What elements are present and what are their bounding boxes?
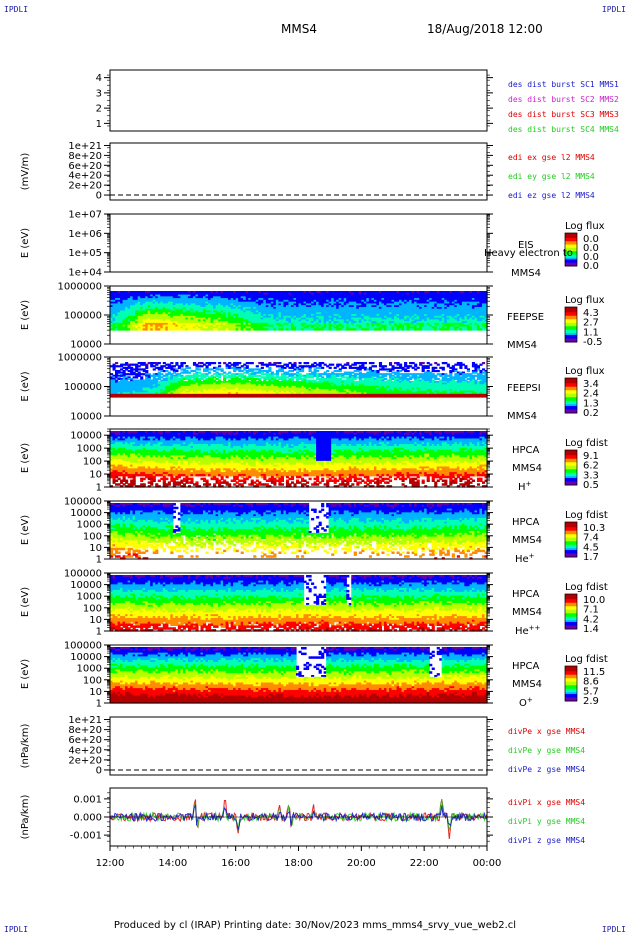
y-tick-label: 1e+06 — [68, 229, 102, 240]
y-tick-label: 1e+21 — [68, 141, 102, 152]
spectrogram-cell — [218, 362, 221, 364]
y-axis-label: E (eV) — [20, 300, 31, 330]
legend-entry: des dist burst SC3 MMS3 — [508, 110, 619, 119]
overlay-label: Heavy electron to — [484, 248, 573, 259]
spectrogram-cell — [213, 362, 216, 364]
y-tick-label: 2e+20 — [68, 181, 102, 192]
spectrogram-cell — [299, 362, 302, 364]
spectrogram-cell — [251, 362, 254, 364]
spacecraft-label: MMS4 — [511, 268, 541, 279]
y-axis-label: E (eV) — [20, 228, 31, 258]
legend-entry: des dist burst SC2 MMS2 — [508, 95, 619, 104]
legend-entry: des dist burst SC1 MMS1 — [508, 80, 619, 89]
panel-frame — [110, 143, 487, 200]
panel-frame — [110, 214, 487, 272]
y-tick-label: 1e+07 — [68, 210, 102, 221]
legend-entry: edi ez gse l2 MMS4 — [508, 191, 595, 200]
y-tick-label: 1e+05 — [68, 248, 102, 259]
y-tick-label: 0 — [96, 191, 102, 202]
y-tick-label: 1e+04 — [68, 268, 102, 279]
spectrogram-cell — [198, 368, 201, 370]
y-tick-label: 2 — [96, 104, 102, 115]
panel-burst: 1 2 3 4 des dist burst SC1 MMS1 des dist burs… — [96, 70, 619, 134]
y-axis-label: (mV/m) — [20, 153, 31, 191]
spectrogram-cell — [175, 370, 178, 372]
spectrogram-cell — [170, 362, 173, 364]
spectrogram-cell — [183, 362, 186, 364]
y-tick-label: 6e+20 — [68, 161, 102, 172]
spectrogram-cell — [158, 362, 161, 364]
colorbar-tick-label: -0.5 — [583, 337, 603, 348]
spacecraft-label: MMS4 — [507, 340, 537, 351]
y-tick-label: 8e+20 — [68, 151, 102, 162]
y-tick-label: 1 — [96, 119, 102, 130]
legend-entry: des dist burst SC4 MMS4 — [508, 125, 619, 134]
panel-frame — [110, 70, 487, 131]
spectrogram-cell — [256, 365, 259, 367]
spectrogram-cell — [301, 370, 304, 372]
instrument-label: FEEPSE — [507, 312, 544, 323]
colorbar-title: Log flux — [565, 221, 605, 232]
colorbar-tick-label: 0.0 — [583, 261, 599, 272]
colorbar-title: Log flux — [565, 295, 605, 306]
y-tick-label: 4 — [96, 73, 102, 84]
legend-entry: edi ey gse l2 MMS4 — [508, 172, 595, 181]
spectrogram-cell — [218, 365, 221, 367]
spectrogram-cell — [115, 362, 118, 364]
spectrogram-cell — [306, 362, 309, 364]
y-tick-label: 4e+20 — [68, 171, 102, 182]
spectrogram-cell — [180, 365, 183, 367]
spectrogram-cell — [238, 362, 241, 364]
y-tick-label: 3 — [96, 88, 102, 99]
spectrogram-cell — [278, 362, 281, 364]
spectrogram-cell — [218, 376, 221, 378]
y-tick-label: 1000000 — [57, 282, 102, 293]
spectrogram-cell — [145, 367, 148, 369]
spectrogram-cell — [261, 367, 264, 369]
y-tick-label: 100000 — [64, 311, 102, 322]
y-tick-label: 10000 — [70, 340, 102, 351]
legend-entry: edi ex gse l2 MMS4 — [508, 153, 595, 162]
spectrogram-cell — [188, 367, 191, 369]
spectrogram-cell — [316, 370, 319, 372]
spectrogram-cell — [208, 372, 211, 374]
